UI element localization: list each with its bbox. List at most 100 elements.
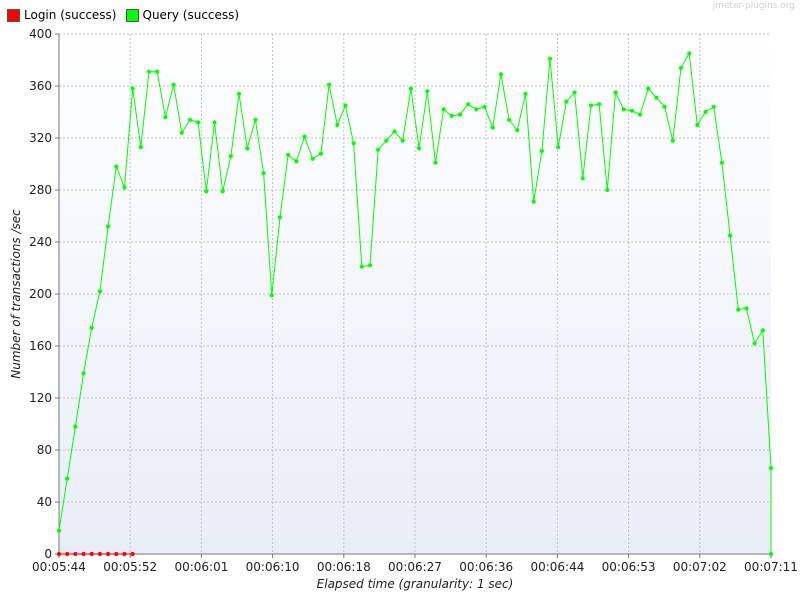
data-point-query bbox=[130, 86, 135, 91]
data-point-query bbox=[768, 466, 774, 471]
data-point-query bbox=[580, 176, 585, 181]
y-tick-label: 0 bbox=[44, 547, 52, 561]
data-point-query bbox=[539, 148, 544, 154]
y-tick-label: 240 bbox=[29, 235, 52, 249]
data-point-query bbox=[367, 263, 373, 268]
data-point-query bbox=[449, 113, 454, 118]
data-point-query bbox=[73, 424, 78, 429]
data-point-query bbox=[286, 152, 291, 157]
data-point-query bbox=[138, 145, 143, 150]
legend-swatch-query bbox=[125, 8, 139, 22]
data-point-query bbox=[146, 69, 152, 74]
data-point-query bbox=[310, 156, 315, 161]
data-point-query bbox=[187, 117, 193, 122]
data-point-query bbox=[466, 102, 471, 107]
y-tick-label: 320 bbox=[29, 131, 52, 145]
data-point-query bbox=[613, 90, 618, 95]
y-axis-title: Number of transactions /sec bbox=[9, 209, 23, 379]
data-point-query bbox=[163, 115, 168, 120]
data-point-query bbox=[605, 187, 610, 193]
data-point-query bbox=[646, 86, 651, 91]
data-point-login bbox=[81, 551, 86, 557]
data-point-query bbox=[768, 551, 774, 557]
x-tick-label: 00:07:02 bbox=[673, 560, 727, 574]
data-point-login bbox=[73, 551, 78, 557]
y-tick-label: 200 bbox=[29, 287, 52, 301]
data-point-query bbox=[106, 224, 111, 229]
data-point-query bbox=[752, 341, 757, 346]
data-point-query bbox=[425, 89, 430, 94]
x-axis-title: Elapsed time (granularity: 1 sec) bbox=[317, 577, 514, 591]
data-point-query bbox=[662, 104, 667, 109]
data-point-query bbox=[703, 109, 708, 115]
data-point-query bbox=[695, 122, 700, 128]
data-point-login bbox=[89, 551, 94, 557]
x-tick-label: 00:05:44 bbox=[32, 560, 86, 574]
data-point-query bbox=[498, 72, 504, 77]
chart-legend: Login (success) Query (success) bbox=[7, 8, 248, 22]
data-point-login bbox=[106, 551, 111, 557]
data-point-query bbox=[588, 103, 594, 108]
data-point-query bbox=[179, 130, 184, 135]
data-point-query bbox=[719, 160, 724, 165]
data-point-login bbox=[130, 551, 135, 557]
data-point-query bbox=[204, 189, 209, 194]
data-point-query bbox=[482, 104, 487, 109]
data-point-login bbox=[56, 551, 62, 557]
x-tick-label: 00:06:36 bbox=[459, 560, 513, 574]
data-point-query bbox=[670, 138, 675, 143]
data-point-query bbox=[81, 371, 86, 376]
data-point-query bbox=[474, 107, 479, 112]
legend-label-login: Login (success) bbox=[24, 8, 117, 22]
data-point-query bbox=[441, 107, 446, 112]
data-point-query bbox=[318, 151, 323, 156]
data-point-query bbox=[621, 107, 626, 112]
data-point-query bbox=[228, 154, 233, 159]
data-point-query bbox=[294, 159, 299, 164]
y-tick-label: 40 bbox=[37, 495, 52, 509]
data-point-query bbox=[490, 125, 495, 130]
data-point-login bbox=[97, 551, 103, 557]
data-point-login bbox=[65, 551, 70, 557]
y-tick-label: 80 bbox=[37, 443, 52, 457]
data-point-query bbox=[408, 86, 414, 91]
x-tick-label: 00:06:18 bbox=[317, 560, 371, 574]
data-point-query bbox=[97, 289, 103, 294]
data-point-query bbox=[376, 147, 381, 152]
data-point-query bbox=[531, 199, 536, 204]
data-point-query bbox=[89, 325, 94, 330]
data-point-query bbox=[122, 185, 127, 190]
data-point-query bbox=[212, 120, 217, 125]
data-point-query bbox=[384, 138, 389, 143]
data-point-query bbox=[523, 91, 528, 96]
data-point-login bbox=[122, 551, 127, 557]
x-tick-label: 00:06:10 bbox=[246, 560, 300, 574]
data-point-query bbox=[277, 215, 283, 220]
data-point-query bbox=[269, 293, 274, 298]
data-point-query bbox=[597, 102, 602, 107]
data-point-query bbox=[711, 104, 716, 109]
data-point-query bbox=[236, 91, 242, 96]
data-point-query bbox=[245, 146, 250, 151]
x-tick-label: 00:06:44 bbox=[530, 560, 584, 574]
data-point-query bbox=[637, 112, 643, 117]
data-point-query bbox=[678, 65, 684, 70]
data-point-query bbox=[196, 120, 201, 125]
data-point-query bbox=[515, 128, 520, 133]
data-point-query bbox=[564, 99, 569, 104]
data-point-query bbox=[654, 95, 659, 100]
data-point-query bbox=[400, 138, 405, 143]
data-point-query bbox=[547, 56, 553, 61]
data-point-query bbox=[457, 112, 463, 117]
watermark: jmeter-plugins.org bbox=[712, 1, 795, 11]
data-point-query bbox=[253, 117, 258, 122]
data-point-query bbox=[65, 476, 70, 481]
data-point-query bbox=[155, 69, 160, 74]
y-tick-label: 280 bbox=[29, 183, 52, 197]
y-tick-label: 120 bbox=[29, 391, 52, 405]
data-point-query bbox=[114, 164, 119, 169]
data-point-query bbox=[343, 103, 348, 108]
data-point-query bbox=[261, 171, 266, 176]
data-point-login bbox=[114, 551, 119, 557]
